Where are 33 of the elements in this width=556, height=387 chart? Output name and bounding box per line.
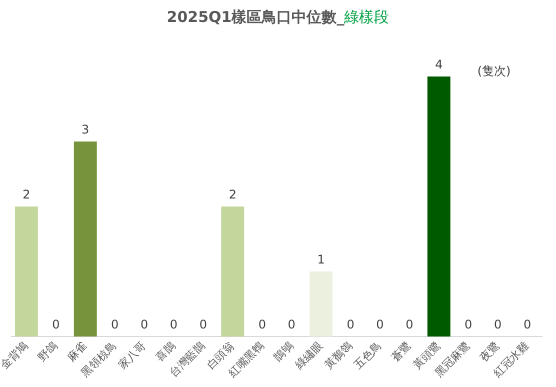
data-label: 0: [170, 318, 178, 332]
data-label: 1: [317, 252, 325, 267]
data-label: 0: [52, 318, 60, 332]
x-tick-label: 家八哥: [116, 339, 148, 372]
data-label: 0: [406, 318, 414, 332]
data-label: 0: [258, 318, 266, 332]
data-label: 0: [199, 318, 208, 332]
x-tick-label: 金背鳩: [0, 339, 31, 372]
x-tick-label: 喜鵲: [153, 339, 178, 364]
bar: [14, 206, 38, 337]
data-label: 0: [111, 318, 119, 332]
data-label: 0: [288, 318, 296, 332]
data-label: 0: [464, 318, 472, 332]
data-label: 0: [140, 318, 148, 332]
annotation: (隻次): [477, 64, 511, 78]
bar: [74, 142, 97, 337]
x-tick-label: 鵲鴝: [270, 339, 296, 364]
x-tick-label: 蒼鷺: [388, 339, 414, 364]
data-label: 0: [523, 318, 532, 332]
x-tick-label: 麻雀: [64, 339, 90, 364]
data-label: 2: [22, 188, 30, 202]
chart-title: 2025Q1樣區鳥口中位數_綠樣段: [166, 8, 390, 26]
bar: [310, 272, 333, 337]
bar: [427, 76, 450, 337]
data-label: 4: [435, 58, 443, 72]
data-label: 0: [346, 318, 354, 332]
bar: [221, 206, 244, 337]
data-label: 0: [494, 318, 502, 332]
data-label: 0: [376, 318, 384, 332]
data-label: 3: [82, 122, 90, 137]
x-tick-label: 野鴿: [35, 339, 60, 364]
x-tick-label: 夜鷺: [477, 339, 502, 364]
data-label: 2: [228, 188, 236, 202]
